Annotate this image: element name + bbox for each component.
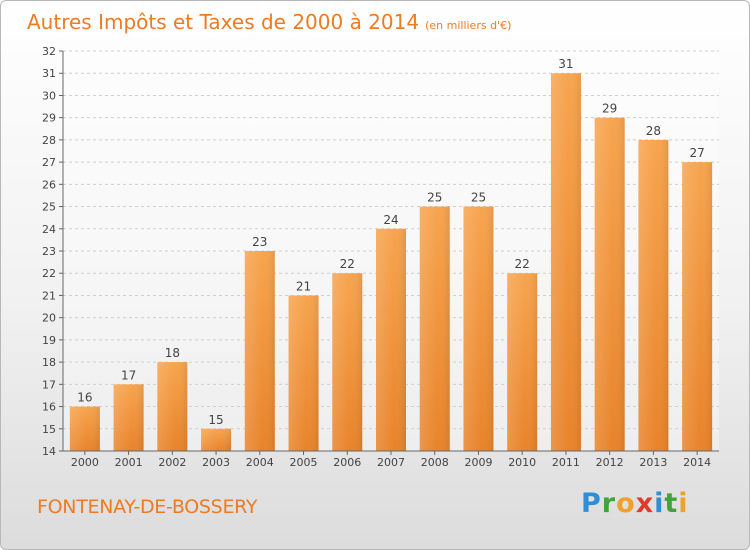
x-tick-label: 2004 bbox=[246, 456, 274, 469]
x-tick-label: 2014 bbox=[683, 456, 711, 469]
y-tick-label: 30 bbox=[42, 89, 56, 102]
x-tick-label: 2010 bbox=[508, 456, 536, 469]
y-tick-label: 23 bbox=[42, 245, 56, 258]
bar-shade bbox=[201, 428, 232, 451]
logo-letter: x bbox=[635, 488, 655, 519]
data-label: 28 bbox=[646, 124, 661, 138]
x-tick-label: 2002 bbox=[158, 456, 186, 469]
bar-shade bbox=[507, 273, 538, 451]
bar-shade bbox=[594, 117, 625, 452]
y-tick-label: 18 bbox=[42, 356, 56, 369]
data-label: 29 bbox=[602, 102, 617, 116]
proxiti-logo: Proxiti bbox=[581, 488, 689, 519]
x-tick-label: 2006 bbox=[333, 456, 361, 469]
data-label: 25 bbox=[471, 191, 486, 205]
x-tick-label: 2005 bbox=[290, 456, 318, 469]
y-tick-label: 32 bbox=[42, 45, 56, 58]
bar-shade bbox=[376, 228, 406, 451]
x-tick-label: 2013 bbox=[639, 456, 667, 469]
data-label: 15 bbox=[208, 413, 223, 427]
y-tick-label: 16 bbox=[42, 401, 56, 414]
bar-shade bbox=[332, 273, 363, 451]
y-tick-label: 31 bbox=[42, 67, 56, 80]
chart-subtitle: (en milliers d'€) bbox=[425, 19, 512, 32]
data-label: 25 bbox=[427, 191, 442, 205]
data-label: 23 bbox=[252, 235, 267, 249]
y-tick-label: 25 bbox=[42, 201, 56, 214]
y-tick-label: 14 bbox=[42, 445, 56, 458]
x-tick-label: 2008 bbox=[421, 456, 449, 469]
bar-shade bbox=[113, 384, 144, 451]
bar-shade bbox=[288, 295, 319, 451]
bar-shade bbox=[550, 73, 581, 451]
data-label: 22 bbox=[340, 257, 355, 271]
x-tick-label: 2012 bbox=[596, 456, 624, 469]
data-label: 16 bbox=[77, 391, 92, 405]
y-tick-label: 28 bbox=[42, 134, 56, 147]
y-tick-label: 15 bbox=[42, 423, 56, 436]
data-label: 31 bbox=[558, 57, 573, 71]
y-tick-label: 29 bbox=[42, 112, 56, 125]
bar-shade bbox=[244, 251, 275, 451]
bars bbox=[69, 73, 713, 452]
data-label: 27 bbox=[689, 146, 704, 160]
y-axis: 14 15 16 17 18 19 20 21 22 23 24 25 26 27 28 29 30 31 32 bbox=[42, 45, 64, 458]
y-tick-label: 27 bbox=[42, 156, 56, 169]
data-label: 21 bbox=[296, 279, 311, 293]
y-tick-label: 22 bbox=[42, 267, 56, 280]
data-label: 24 bbox=[383, 213, 398, 227]
bar-shade bbox=[419, 206, 450, 451]
x-tick-label: 2003 bbox=[202, 456, 230, 469]
x-tick-label: 2000 bbox=[71, 456, 99, 469]
data-label: 22 bbox=[515, 257, 530, 271]
data-labels: 16 17 18 15 23 21 22 24 25 25 22 31 29 28 27 bbox=[77, 57, 705, 427]
bar-shade bbox=[463, 206, 494, 451]
data-label: 18 bbox=[165, 346, 180, 360]
logo-letter: o bbox=[616, 488, 636, 519]
logo-letter: t bbox=[664, 488, 679, 519]
logo-letter: i bbox=[654, 488, 665, 519]
chart-title: Autres Impôts et Taxes de 2000 à 2014 (en… bbox=[27, 10, 512, 34]
x-tick-label: 2011 bbox=[552, 456, 580, 469]
data-label: 17 bbox=[121, 368, 136, 382]
y-tick-label: 19 bbox=[42, 334, 56, 347]
bar-shade bbox=[69, 406, 100, 451]
x-axis: 2000 2001 2002 2003 2004 2005 2006 2007 2008 2009… bbox=[63, 450, 719, 469]
y-tick-label: 20 bbox=[42, 312, 56, 325]
x-tick-label: 2007 bbox=[377, 456, 405, 469]
logo-letter: i bbox=[678, 488, 689, 519]
y-tick-label: 17 bbox=[42, 378, 56, 391]
commune-name: FONTENAY-DE-BOSSERY bbox=[37, 496, 258, 518]
y-tick-label: 26 bbox=[42, 178, 56, 191]
logo-letter: P bbox=[581, 488, 602, 519]
x-tick-label: 2009 bbox=[464, 456, 492, 469]
y-tick-label: 21 bbox=[42, 289, 56, 302]
bar-shade bbox=[638, 139, 669, 451]
bar-shade bbox=[682, 162, 713, 451]
bar-shade bbox=[157, 362, 188, 451]
x-tick-label: 2001 bbox=[115, 456, 143, 469]
y-tick-label: 24 bbox=[42, 223, 56, 236]
logo-letter: r bbox=[601, 488, 617, 519]
